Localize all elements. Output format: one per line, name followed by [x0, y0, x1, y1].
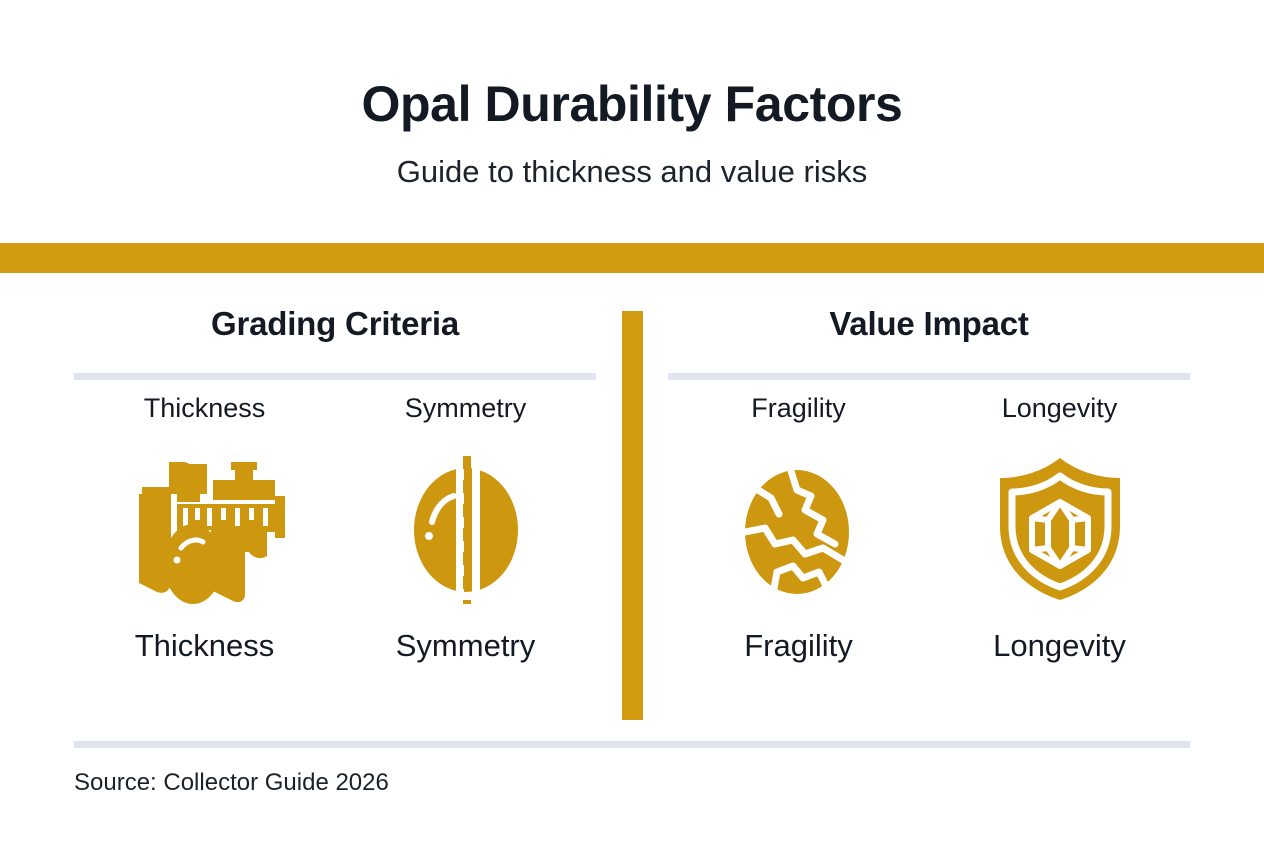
panel-title-grading-criteria: Grading Criteria [210, 305, 460, 342]
accent-divider-bar [0, 243, 1264, 273]
items-value-impact: Fragility [668, 395, 1190, 715]
header: Opal Durability Factors Guide to thickne… [0, 0, 1264, 243]
item-thickness[interactable]: Thickness [83, 395, 327, 661]
page-subtitle: Guide to thickness and value risks [396, 153, 868, 189]
item-longevity-label-top: Longevity [1001, 393, 1118, 423]
item-longevity[interactable]: Longevity [938, 393, 1182, 663]
item-symmetry-label-bottom: Symmetry [395, 628, 536, 663]
split-oval-gem-icon [386, 448, 546, 608]
item-thickness-label-bottom: Thickness [134, 628, 275, 663]
cracked-gem-icon [719, 448, 879, 608]
page-title: Opal Durability Factors [361, 76, 903, 132]
panel-vertical-divider [622, 311, 643, 720]
item-fragility[interactable]: Fragility [677, 395, 921, 661]
item-symmetry-label-top: Symmetry [404, 393, 527, 423]
panel-rule-left [74, 373, 596, 380]
panel-value-impact: Value Impact Fragility [668, 273, 1190, 728]
panel-rule-right [668, 373, 1190, 380]
item-fragility-label-bottom: Fragility [744, 628, 853, 663]
items-grading-criteria: Thickness [74, 395, 596, 715]
panel-grading-criteria: Grading Criteria Thickness [74, 273, 596, 728]
item-thickness-label-top: Thickness [143, 393, 266, 423]
item-symmetry[interactable]: Symmetry [344, 393, 588, 663]
item-longevity-label-bottom: Longevity [993, 628, 1126, 663]
source-caption: Source: Collector Guide 2026 [74, 769, 389, 796]
footer-divider [74, 741, 1190, 748]
panels-container: Grading Criteria Thickness [0, 273, 1264, 728]
item-fragility-label-top: Fragility [751, 393, 846, 423]
panel-title-value-impact: Value Impact [829, 305, 1029, 342]
shield-gem-icon [980, 448, 1140, 608]
caliper-gem-icon [125, 448, 285, 608]
